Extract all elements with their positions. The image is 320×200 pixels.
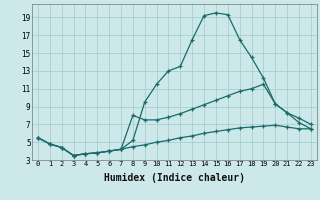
X-axis label: Humidex (Indice chaleur): Humidex (Indice chaleur) <box>104 173 245 183</box>
